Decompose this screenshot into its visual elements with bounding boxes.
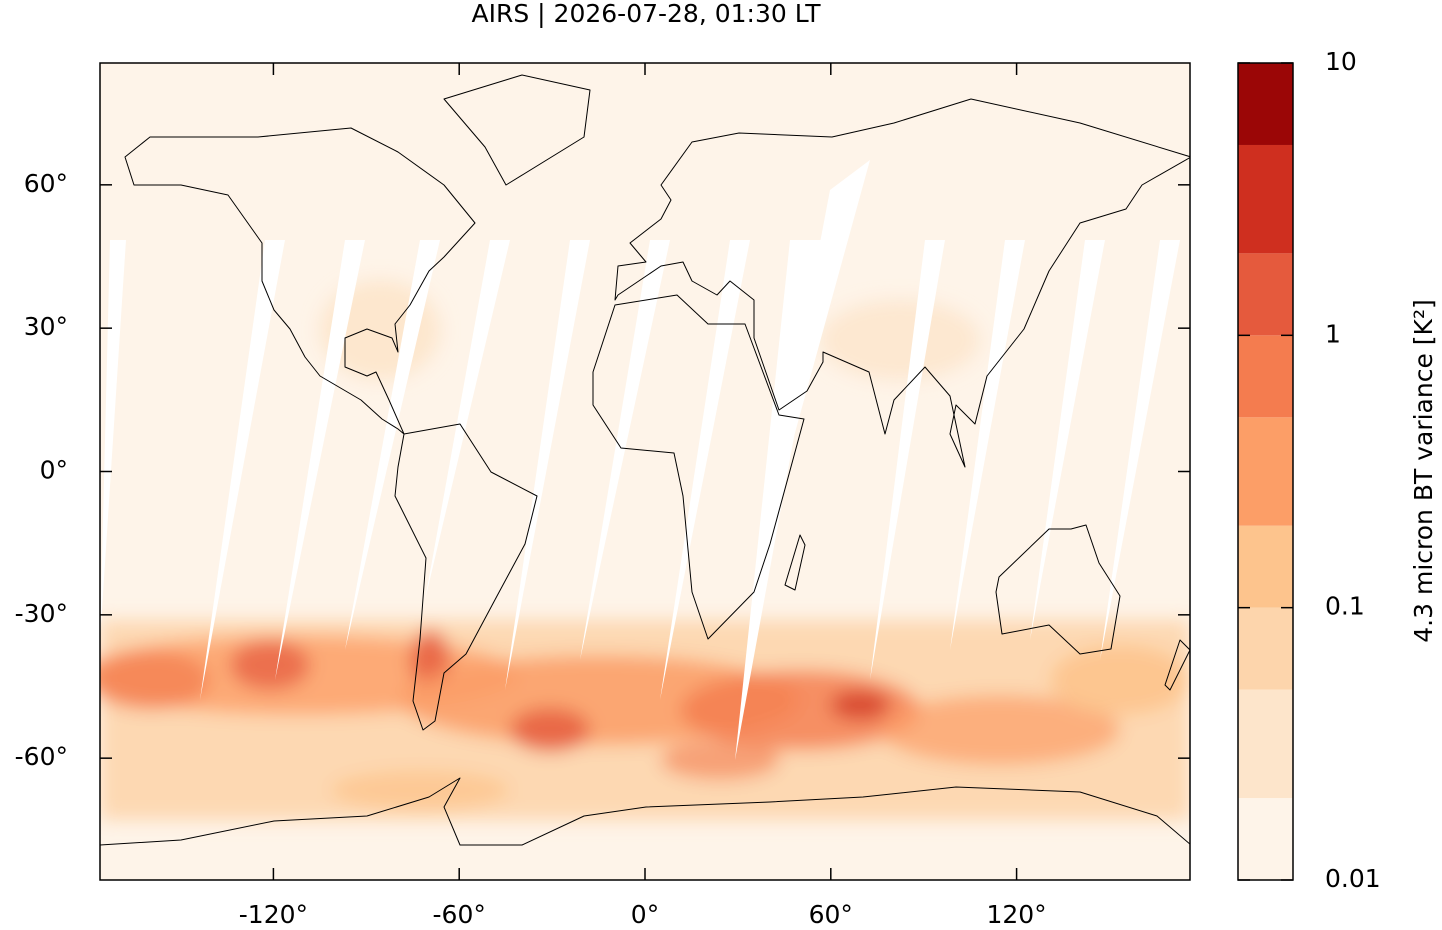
swath-gaps [100, 160, 1180, 760]
coast-eurasia [614, 98, 1190, 468]
coast-madagascar [784, 534, 806, 591]
colorbar-label: 4.3 micron BT variance [K²] [1409, 299, 1438, 642]
coast-africa [592, 294, 805, 640]
colorbar-tick-label: 0.1 [1325, 592, 1365, 621]
map-area [100, 63, 1190, 880]
colorbar-level [1238, 335, 1293, 418]
x-tick-label: -60° [433, 900, 486, 929]
colorbar-level [1238, 525, 1293, 608]
y-tick-label: 0° [40, 456, 68, 485]
colorbar-level [1238, 144, 1293, 254]
colorbar-frame [1237, 62, 1294, 881]
coastlines [100, 74, 1190, 846]
colorbar-level [1238, 798, 1293, 880]
colorbar-tick-label: 1 [1325, 319, 1341, 348]
colorbar-tick-label: 10 [1325, 47, 1357, 76]
coast-australia [995, 524, 1121, 655]
map-title: AIRS | 2026-07-28, 01:30 LT [472, 0, 822, 28]
colorbar-tick-label: 0.01 [1325, 864, 1381, 893]
x-tick-label: 0° [631, 900, 659, 929]
colorbar-level [1238, 253, 1293, 336]
coast-antarctica [100, 777, 1190, 846]
x-tick-label: -120° [239, 900, 308, 929]
colorbar-level [1238, 607, 1293, 690]
variance-field [100, 280, 1190, 820]
x-tick-label: 120° [986, 900, 1046, 929]
colorbar-level [1238, 63, 1293, 145]
colorbar-level [1238, 689, 1293, 799]
coast-north-america [124, 127, 476, 435]
coast-south-america [394, 423, 538, 731]
coast-new-zealand [1164, 639, 1190, 691]
y-tick-label: 60° [24, 169, 68, 198]
y-tick-label: -60° [15, 742, 68, 771]
y-tick-label: -30° [15, 599, 68, 628]
colorbar-level [1238, 417, 1293, 526]
x-tick-label: 60° [809, 900, 853, 929]
y-tick-label: 30° [24, 312, 68, 341]
coast-greenland [443, 74, 591, 186]
